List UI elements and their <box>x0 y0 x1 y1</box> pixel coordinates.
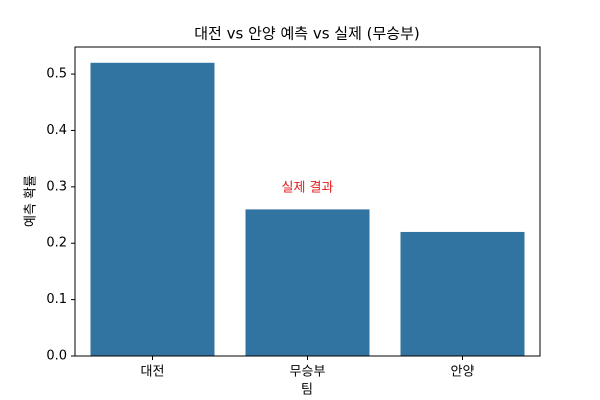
y-axis-label: 예측 확률 <box>24 175 39 227</box>
annotation: 실제 결과 <box>282 181 334 196</box>
y-tick-label: 0.3 <box>46 179 67 194</box>
bar <box>245 209 370 356</box>
bar <box>400 231 525 356</box>
y-tick-label: 0.1 <box>46 292 67 307</box>
x-tick-label: 무승부 <box>290 365 326 380</box>
x-tick-label: 대전 <box>141 365 165 380</box>
y-tick-label: 0.0 <box>46 349 67 364</box>
bar <box>90 62 215 356</box>
y-tick-label: 0.2 <box>46 236 67 251</box>
x-tick-label: 안양 <box>451 365 475 380</box>
chart-title: 대전 vs 안양 예측 vs 실제 (무승부) <box>194 25 420 43</box>
plot-frame <box>74 46 541 357</box>
y-tick-label: 0.4 <box>46 123 67 138</box>
y-tick-label: 0.5 <box>46 67 67 82</box>
x-axis-label: 팀 <box>301 383 313 398</box>
